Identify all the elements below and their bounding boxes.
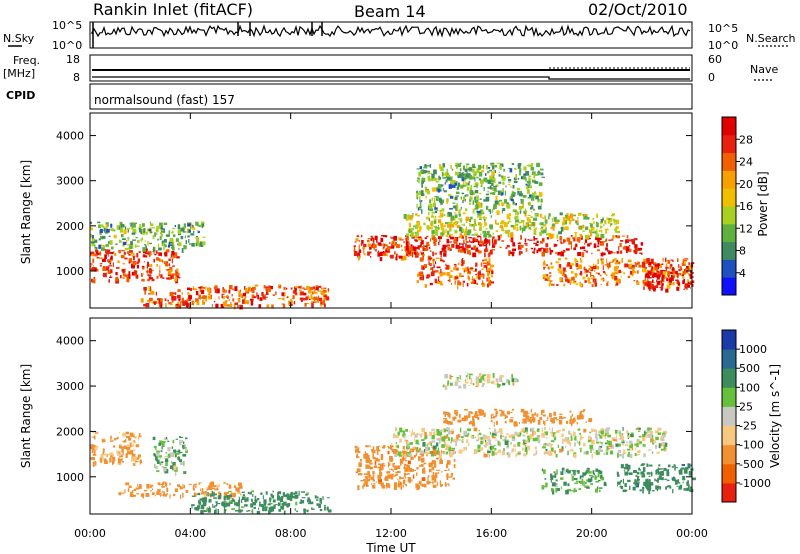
noise-left-tick-high: 10^5 [52, 19, 82, 32]
colorbar-label: 4 [739, 267, 746, 280]
freq-tick-low: 8 [73, 71, 80, 84]
noise-sky-label: N.Sky [3, 32, 35, 45]
x-tick-label: 16:00 [475, 527, 507, 540]
power-echoes [90, 162, 695, 310]
y-tick-label: 4000 [56, 130, 84, 143]
cpid-text: normalsound (fast) 157 [94, 93, 235, 107]
velocity-colorbar-title: Velocity [m s^-1] [768, 364, 782, 468]
colorbar-label: 500 [739, 362, 760, 375]
colorbar-label: -500 [739, 458, 764, 471]
noise-search-label: N.Search [746, 32, 796, 45]
echo-band [391, 426, 668, 459]
x-tick-label: 20:00 [576, 527, 608, 540]
echo-band [416, 257, 495, 290]
noise-left-tick-low: 10^0 [52, 39, 82, 52]
velocity-y-label: Slant Range [km] [19, 364, 33, 468]
colorbar-label: 16 [739, 200, 753, 213]
echo-band [541, 467, 607, 495]
colorbar-label: 20 [739, 178, 753, 191]
freq-unit-label: [MHz] [3, 67, 35, 80]
velocity-echoes [90, 373, 696, 515]
echo-band [403, 212, 620, 240]
power-colorbar-title: Power [dB] [756, 171, 770, 236]
echo-band [416, 162, 545, 217]
nave-trace [92, 76, 690, 80]
colorbar-label: -25 [739, 420, 757, 433]
y-tick-label: 4000 [56, 335, 84, 348]
colorbar-label: 1000 [739, 343, 767, 356]
x-axis-title: Time UT [365, 541, 416, 554]
echo-band [152, 436, 188, 476]
noise-right-tick-high: 10^5 [708, 22, 738, 35]
echo-band [443, 408, 593, 427]
power-y-ticks: 1000 2000 3000 4000 [56, 130, 692, 278]
y-tick-label: 1000 [56, 265, 84, 278]
power-colorbar: 4 8 12 16 20 24 28 [721, 116, 753, 296]
y-tick-label: 2000 [56, 425, 84, 438]
echo-band [404, 234, 644, 258]
velocity-colorbar: -1000 -500 -100 -25 25 100 500 1000 [721, 329, 771, 503]
nave-tick-high: 60 [708, 53, 722, 66]
power-y-label: Slant Range [km] [19, 160, 33, 264]
colorbar-label: 8 [739, 245, 746, 258]
echo-band [616, 463, 696, 495]
colorbar-label: 25 [739, 400, 753, 413]
freq-label: Freq. [13, 54, 40, 67]
cpid-panel: CPID normalsound (fast) 157 [6, 83, 693, 110]
noise-panel: N.Sky 10^5 10^0 10^5 10^0 N.Search [3, 19, 796, 52]
freq-tick-high: 18 [66, 53, 80, 66]
echo-band [354, 445, 456, 491]
colorbar-label: 100 [739, 381, 760, 394]
noise-sky-trace [91, 22, 691, 48]
colorbar-label: -100 [739, 439, 764, 452]
beam-label: Beam 14 [354, 2, 426, 21]
x-tick-label: 12:00 [375, 527, 407, 540]
radar-title: Rankin Inlet (fitACF) [93, 0, 253, 19]
y-tick-label: 2000 [56, 220, 84, 233]
x-axis-ticks: 00:00 04:00 08:00 12:00 16:00 20:00 00:00 [74, 113, 708, 540]
colorbar-label: -1000 [739, 477, 771, 490]
echo-band [90, 221, 206, 253]
x-tick-label: 00:00 [74, 527, 106, 540]
colorbar-label: 28 [739, 133, 753, 146]
nave-tick-low: 0 [708, 71, 715, 84]
y-tick-label: 3000 [56, 175, 84, 188]
power-panel: 1000 2000 3000 4000 Slant Range [km] 4 8 12 16… [19, 112, 770, 310]
echo-band [442, 373, 519, 390]
colorbar-label: 12 [739, 222, 753, 235]
y-tick-label: 3000 [56, 380, 84, 393]
date-label: 02/Oct/2010 [588, 0, 688, 19]
x-tick-label: 00:00 [676, 527, 708, 540]
echo-band [90, 431, 143, 467]
x-tick-label: 04:00 [174, 527, 206, 540]
x-tick-label: 08:00 [275, 527, 307, 540]
echo-band [191, 490, 332, 515]
echo-band [140, 284, 330, 310]
echo-band [118, 481, 243, 500]
velocity-y-ticks: 1000 2000 3000 4000 [56, 335, 692, 484]
nave-label: Nave [750, 63, 778, 76]
cpid-label: CPID [6, 89, 35, 102]
y-tick-label: 1000 [56, 471, 84, 484]
echo-band [90, 248, 181, 284]
colorbar-label: 24 [739, 156, 753, 169]
freq-panel: Freq. [MHz] 18 8 60 0 Nave [3, 53, 778, 84]
noise-right-tick-low: 10^0 [708, 39, 738, 52]
